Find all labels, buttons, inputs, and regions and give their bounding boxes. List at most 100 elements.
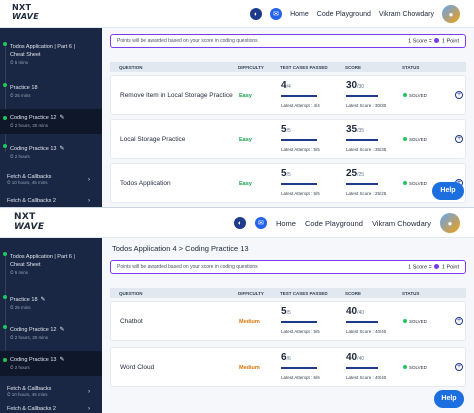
sidebar-item-practice-18[interactable]: Practice 18 ✎ ⏱ 25 mins xyxy=(0,293,102,313)
test-cases-passed: 5/5 xyxy=(281,306,291,317)
sidebar-section-fetch-callbacks[interactable]: Fetch & Callbacks ⏱ 10 hours, 45 mins › xyxy=(0,386,102,397)
nav-user-name[interactable]: Vikram Chowdary xyxy=(378,10,434,18)
pencil-icon: ✎ xyxy=(59,146,65,152)
chevron-right-icon: › xyxy=(88,198,90,204)
nxtwave-logo[interactable]: NXT WAVE xyxy=(14,212,44,232)
solved-dot-icon xyxy=(403,319,407,323)
test-cases-total: /6 xyxy=(286,356,291,362)
latest-attempt: Latest Attempt : 5/5 xyxy=(281,329,320,334)
avatar[interactable]: ● xyxy=(440,213,460,233)
sidebar-timeline-line xyxy=(5,252,6,364)
score-total: /30 xyxy=(357,84,365,90)
streak-icon[interactable]: ◐ xyxy=(233,217,246,229)
score-progress-fill xyxy=(346,321,378,323)
nav-user-name[interactable]: Vikram Chowdary xyxy=(371,218,431,228)
screenshot-bottom: NXT WAVE ◐ ✉ Home Code Playground Vikram… xyxy=(0,207,474,413)
help-button[interactable]: Help xyxy=(432,182,464,200)
section-duration: ⏱ 10 hours, 45 mins xyxy=(7,392,48,397)
help-button[interactable]: Help xyxy=(434,390,464,408)
nav-home-link[interactable]: Home xyxy=(290,10,309,18)
completed-dot-icon xyxy=(3,42,7,46)
table-row[interactable]: Chatbot Medium 5/5 Latest Attempt : 5/5 40/4… xyxy=(110,301,466,341)
sidebar-item-duration: ⏱ 2 hours xyxy=(10,154,30,159)
test-cases-total: /5 xyxy=(286,172,291,178)
nav-home-link[interactable]: Home xyxy=(275,218,296,228)
expand-plus-icon[interactable]: + xyxy=(455,91,463,99)
expand-plus-icon[interactable]: + xyxy=(455,317,463,325)
status-text: SOLVED xyxy=(409,137,427,142)
sidebar-item-coding-practice-13[interactable]: Coding Practice 13 ✎ ⏱ 2 hours xyxy=(0,351,102,376)
sidebar: Todos Application | Part 6 | Cheat Sheet… xyxy=(0,28,102,207)
sidebar-item-coding-practice-13[interactable]: Coding Practice 13 ✎ ⏱ 2 hours xyxy=(0,142,102,162)
sidebar-item-coding-practice-12[interactable]: Coding Practice 12 ✎ ⏱ 2 hours, 30 mins xyxy=(0,109,102,134)
sidebar-item-label: Coding Practice 12 xyxy=(10,115,57,121)
expand-plus-icon[interactable]: + xyxy=(455,363,463,371)
expand-plus-icon[interactable]: + xyxy=(455,135,463,143)
question-name[interactable]: Word Cloud xyxy=(120,364,155,371)
sidebar-item-coding-practice-12[interactable]: Coding Practice 12 ✎ ⏱ 2 hours, 30 mins xyxy=(0,323,102,343)
test-cases-passed-value: 5 xyxy=(281,168,287,179)
sidebar-item-duration-text: 5 mins xyxy=(14,270,29,275)
chevron-right-icon: › xyxy=(88,389,90,395)
top-navbar: NXT WAVE ◐ ✉ Home Code Playground Vikram… xyxy=(0,0,474,28)
score-progress-fill xyxy=(346,183,378,185)
latest-attempt: Latest Attempt : 5/5 xyxy=(281,147,320,152)
test-cases-progress-bar xyxy=(281,139,317,141)
sidebar-item-practice-18[interactable]: Practice 18 ⏱ 25 mins xyxy=(0,81,102,101)
sidebar-item-todos-cheat-sheet[interactable]: Todos Application | Part 6 | Cheat Sheet… xyxy=(0,250,102,278)
status-badge: SOLVED xyxy=(403,181,427,186)
test-cases-progress-bar xyxy=(281,321,317,323)
sidebar-item-duration-text: 2 hours xyxy=(14,365,30,370)
table-row[interactable]: Word Cloud Medium 6/6 Latest Attempt : 6/6 4… xyxy=(110,347,466,387)
completed-dot-icon xyxy=(3,325,7,329)
col-difficulty: DIFFICULTY xyxy=(238,65,264,70)
section-title: Fetch & Callbacks 2 xyxy=(7,198,56,204)
nxtwave-logo[interactable]: NXT WAVE xyxy=(12,3,39,21)
sidebar-section-fetch-callbacks-2[interactable]: Fetch & Callbacks 2 › xyxy=(0,406,102,412)
sidebar-item-todos-cheat-sheet[interactable]: Todos Application | Part 6 | Cheat Sheet… xyxy=(0,40,102,68)
sidebar-item-duration: ⏱ 25 mins xyxy=(10,93,31,98)
nav-code-playground-link[interactable]: Code Playground xyxy=(316,10,371,18)
points-notice-text: Points will be awarded based on your sco… xyxy=(117,264,258,270)
score-progress-bar xyxy=(346,183,378,185)
table-row[interactable]: Remove Item in Local Storage Practice Eas… xyxy=(110,75,466,115)
score-rule-left: 1 Score = xyxy=(408,38,432,45)
streak-icon[interactable]: ◐ xyxy=(250,8,263,20)
status-badge: SOLVED xyxy=(403,365,427,370)
completed-dot-icon xyxy=(3,358,7,362)
difficulty-label: Medium xyxy=(239,365,260,371)
sidebar-item-label: Todos Application | Part 6 | xyxy=(10,254,75,260)
score-value-number: 40 xyxy=(346,306,358,317)
difficulty-label: Easy xyxy=(239,181,252,187)
sidebar: Todos Application | Part 6 | Cheat Sheet… xyxy=(0,238,102,413)
avatar[interactable]: ● xyxy=(442,5,460,23)
chevron-right-icon: › xyxy=(88,406,90,412)
chat-icon[interactable]: ✉ xyxy=(270,8,283,20)
question-name[interactable]: Chatbot xyxy=(120,318,143,325)
question-name[interactable]: Local Storage Practice xyxy=(120,136,186,143)
sidebar-section-fetch-callbacks[interactable]: Fetch & Callbacks ⏱ 10 hours, 45 mins › xyxy=(0,174,102,185)
section-duration: ⏱ 10 hours, 45 mins xyxy=(7,180,48,185)
completed-dot-icon xyxy=(3,144,7,148)
chat-icon[interactable]: ✉ xyxy=(254,217,267,229)
status-text: SOLVED xyxy=(409,365,427,370)
score-total: /40 xyxy=(357,310,365,316)
test-cases-total: /5 xyxy=(286,128,291,134)
section-title: Fetch & Callbacks 2 xyxy=(7,406,56,412)
col-status: STATUS xyxy=(402,65,420,70)
table-row[interactable]: Local Storage Practice Easy 5/5 Latest Atte… xyxy=(110,119,466,159)
sidebar-section-fetch-callbacks-2[interactable]: Fetch & Callbacks 2 › xyxy=(0,198,102,204)
score-progress-bar xyxy=(346,139,378,141)
table-row[interactable]: Todos Application Easy 5/5 Latest Attempt :… xyxy=(110,163,466,203)
test-cases-progress-bar xyxy=(281,367,317,369)
breadcrumb[interactable]: Todos Application 4 > Coding Practice 13 xyxy=(112,244,249,253)
sidebar-item-label-2: Cheat Sheet xyxy=(10,262,41,268)
question-name[interactable]: Remove Item in Local Storage Practice xyxy=(120,92,233,99)
status-text: SOLVED xyxy=(409,181,427,186)
nav-code-playground-link[interactable]: Code Playground xyxy=(304,218,363,228)
logo-line-1: NXT xyxy=(12,3,32,12)
question-name[interactable]: Todos Application xyxy=(120,180,171,187)
test-cases-passed: 5/5 xyxy=(281,124,291,135)
test-cases-passed-value: 6 xyxy=(281,352,287,363)
score-rule: 1 Score = 1 Point xyxy=(408,264,459,271)
